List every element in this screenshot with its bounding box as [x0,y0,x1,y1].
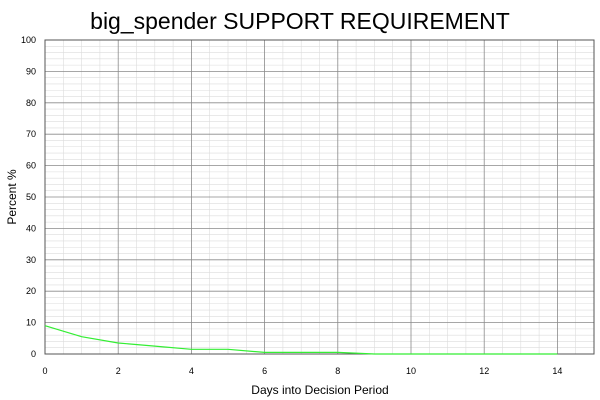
x-axis-label: Days into Decision Period [251,383,388,397]
y-tick-label: 100 [21,35,36,45]
series-layer [44,325,558,355]
y-tick-label: 50 [26,192,36,202]
y-tick-label: 90 [26,66,36,76]
plot-area [44,39,595,355]
chart-title: big_spender SUPPORT REQUIREMENT [90,8,510,34]
x-tick-label: 12 [479,366,489,376]
y-axis: 0 10 20 30 40 50 60 70 80 90 100 [21,35,36,359]
y-tick-label: 10 [26,318,36,328]
x-tick-label: 8 [335,366,340,376]
y-tick-label: 80 [26,98,36,108]
y-tick-label: 40 [26,223,36,233]
x-tick-label: 2 [116,366,121,376]
x-tick-label: 10 [406,366,416,376]
y-tick-label: 70 [26,129,36,139]
y-tick-label: 0 [31,349,36,359]
x-tick-label: 14 [552,366,562,376]
minor-gridlines [45,40,595,354]
series-line [44,325,558,355]
x-tick-label: 4 [189,366,194,376]
y-tick-label: 30 [26,255,36,265]
x-tick-label: 0 [42,366,47,376]
x-tick-label: 6 [262,366,267,376]
y-tick-label: 20 [26,286,36,296]
x-axis: 0 2 4 6 8 10 12 14 [42,366,562,376]
y-tick-label: 60 [26,161,36,171]
y-axis-label: Percent % [5,169,19,225]
